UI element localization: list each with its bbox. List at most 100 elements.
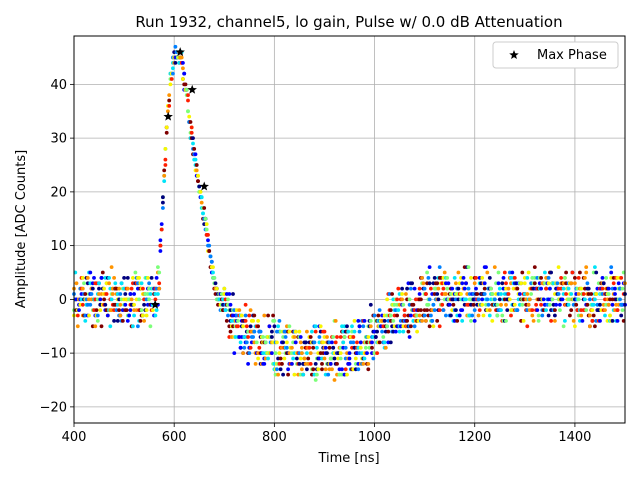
data-point (578, 270, 582, 275)
data-point (446, 281, 451, 286)
data-point (466, 286, 471, 291)
data-point (411, 302, 416, 307)
data-point (569, 308, 574, 312)
data-point (386, 329, 391, 334)
data-point (426, 276, 431, 280)
data-point (409, 324, 413, 329)
x-tick-label: 800 (262, 430, 287, 445)
data-point (120, 319, 125, 323)
data-point (404, 292, 408, 296)
data-point (315, 372, 319, 377)
data-point (157, 286, 162, 291)
data-point (482, 281, 487, 286)
data-point (437, 324, 442, 329)
data-point (426, 302, 431, 307)
data-point (534, 302, 538, 307)
plot-frame (73, 35, 626, 424)
data-point (366, 335, 371, 339)
data-point (604, 276, 609, 280)
data-point (362, 319, 367, 323)
data-point (226, 297, 230, 302)
data-point (560, 297, 565, 302)
data-point (290, 345, 294, 350)
data-point (472, 319, 477, 323)
data-point (620, 286, 625, 291)
data-point (332, 378, 337, 382)
data-point (544, 308, 548, 312)
data-point (248, 308, 253, 312)
data-point (499, 292, 503, 296)
data-point (566, 302, 571, 307)
data-point (231, 292, 235, 296)
max-phase-star (187, 84, 197, 94)
y-tick-label: 40 (50, 78, 67, 93)
data-point (536, 313, 541, 318)
data-point (559, 276, 563, 280)
data-point (409, 313, 413, 318)
data-point (222, 286, 227, 291)
data-point (320, 362, 324, 366)
data-point (202, 206, 207, 210)
data-point (162, 168, 167, 173)
data-point (311, 345, 316, 350)
data-point (273, 351, 278, 355)
data-point (358, 345, 363, 350)
data-point (123, 292, 128, 296)
data-point (401, 324, 406, 329)
data-point (412, 286, 417, 291)
data-point (553, 313, 557, 318)
x-tick-label: 400 (62, 430, 87, 445)
data-point (186, 109, 190, 114)
data-point (293, 340, 298, 345)
data-point (238, 340, 243, 345)
data-point (492, 265, 497, 269)
data-point (430, 319, 435, 323)
data-point (485, 297, 490, 302)
data-point (492, 297, 497, 302)
data-point (496, 281, 501, 286)
data-point (444, 292, 448, 296)
data-point (603, 313, 607, 318)
data-point (125, 276, 130, 280)
data-point (286, 372, 290, 377)
data-point (107, 281, 111, 286)
data-point (504, 302, 508, 307)
data-point (310, 329, 314, 334)
data-point (474, 286, 478, 291)
data-point (332, 356, 337, 361)
data-point (286, 367, 290, 372)
data-point (209, 259, 214, 264)
data-point (277, 319, 282, 323)
data-point (262, 313, 267, 318)
data-point (179, 55, 184, 60)
data-point (588, 313, 592, 318)
data-point (201, 211, 205, 216)
data-point (351, 340, 356, 345)
data-point (244, 340, 249, 345)
data-point (546, 276, 551, 280)
data-point (206, 238, 210, 243)
data-point (161, 195, 165, 200)
data-point (573, 276, 577, 280)
data-point (181, 61, 185, 65)
data-point (315, 345, 319, 350)
data-point (300, 345, 304, 350)
data-point (405, 319, 409, 323)
data-point (546, 313, 551, 318)
data-point (112, 319, 116, 323)
data-point (427, 297, 432, 302)
data-point (303, 340, 308, 345)
data-point (515, 308, 520, 312)
data-point (291, 356, 295, 361)
data-point (500, 313, 505, 318)
data-point (487, 276, 492, 280)
data-point (548, 286, 552, 291)
data-point (102, 286, 106, 291)
data-point (186, 98, 190, 103)
data-point (564, 270, 568, 275)
data-point (505, 308, 510, 312)
data-point (425, 270, 429, 275)
data-point (540, 313, 545, 318)
data-point (464, 297, 468, 302)
data-point (412, 324, 417, 329)
